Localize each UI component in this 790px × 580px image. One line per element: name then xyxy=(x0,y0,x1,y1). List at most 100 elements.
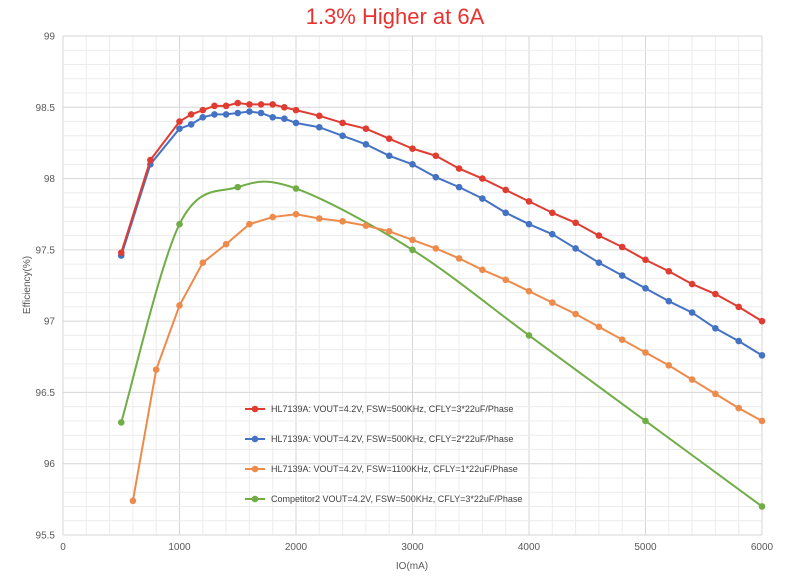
legend-item-2: HL7139A: VOUT=4.2V, FSW=500KHz, CFLY=2*2… xyxy=(245,434,513,444)
data-point xyxy=(222,102,230,110)
data-point xyxy=(572,245,579,252)
data-point xyxy=(409,145,416,152)
data-point xyxy=(362,125,370,132)
x-tick-label: 1000 xyxy=(168,542,191,553)
data-point xyxy=(176,220,183,228)
x-tick-label: 5000 xyxy=(634,542,657,553)
data-point xyxy=(281,103,288,111)
y-tick-label: 97 xyxy=(44,317,56,328)
data-point xyxy=(385,152,393,160)
data-point xyxy=(688,280,696,288)
data-point xyxy=(385,135,393,142)
data-point xyxy=(595,232,603,239)
legend-label: HL7139A: VOUT=4.2V, FSW=500KHz, CFLY=3*2… xyxy=(271,404,513,414)
data-point xyxy=(618,243,626,251)
data-point xyxy=(525,287,533,295)
data-point xyxy=(257,109,265,117)
legend: HL7139A: VOUT=4.2V, FSW=500KHz, CFLY=3*2… xyxy=(245,404,522,504)
data-point xyxy=(257,101,265,108)
data-point xyxy=(292,185,300,192)
x-tick-label: 2000 xyxy=(285,542,308,553)
data-point xyxy=(339,218,346,225)
data-point xyxy=(618,336,626,343)
x-tick-labels: 0 1000 2000 3000 4000 5000 6000 xyxy=(60,542,773,553)
data-point xyxy=(455,165,463,172)
data-point xyxy=(572,219,579,227)
series-line xyxy=(131,213,763,501)
grid xyxy=(62,35,763,536)
data-point xyxy=(409,236,416,244)
x-tick-label: 6000 xyxy=(751,542,774,553)
data-point xyxy=(339,132,346,140)
data-point xyxy=(758,352,766,359)
data-point xyxy=(735,337,742,345)
data-point xyxy=(187,121,195,128)
data-point xyxy=(234,99,242,107)
y-tick-label: 96.5 xyxy=(36,388,56,399)
series-line xyxy=(120,180,763,508)
data-point xyxy=(176,302,183,309)
data-point xyxy=(455,255,463,262)
data-point xyxy=(234,183,242,191)
data-point xyxy=(432,152,440,160)
data-point xyxy=(758,417,766,425)
data-point xyxy=(432,173,440,181)
data-point xyxy=(735,404,742,412)
data-point xyxy=(549,230,556,238)
legend-item-3: HL7139A: VOUT=4.2V, FSW=1100KHz, CFLY=1*… xyxy=(245,464,518,474)
data-point xyxy=(525,332,533,339)
data-point xyxy=(176,125,183,132)
data-point xyxy=(688,376,696,383)
data-point xyxy=(595,323,603,331)
data-point xyxy=(292,210,300,218)
legend-swatch-marker xyxy=(251,405,259,413)
x-tick-label: 0 xyxy=(60,542,66,553)
x-tick-label: 4000 xyxy=(518,542,541,553)
data-point xyxy=(479,195,486,202)
series-line xyxy=(120,110,763,357)
data-point xyxy=(292,106,300,114)
y-tick-label: 96 xyxy=(44,459,56,470)
data-point xyxy=(409,161,416,168)
data-point xyxy=(735,303,742,311)
data-point xyxy=(269,213,277,221)
data-point xyxy=(549,299,556,306)
data-point xyxy=(642,349,649,356)
data-point xyxy=(199,106,207,114)
data-point xyxy=(409,246,416,254)
data-point xyxy=(152,366,160,373)
data-point xyxy=(385,228,393,235)
data-point xyxy=(572,310,579,318)
data-point xyxy=(618,272,626,279)
data-point xyxy=(117,249,125,257)
legend-item-1: HL7139A: VOUT=4.2V, FSW=500KHz, CFLY=3*2… xyxy=(245,404,513,414)
legend-label: Competitor2 VOUT=4.2V, FSW=500KHz, CFLY=… xyxy=(271,494,522,504)
data-point xyxy=(758,503,766,510)
data-point xyxy=(147,156,154,164)
data-point xyxy=(712,324,719,332)
data-point xyxy=(455,183,463,191)
data-point xyxy=(339,119,346,127)
data-point xyxy=(712,290,719,298)
data-point xyxy=(362,222,370,229)
legend-item-4: Competitor2 VOUT=4.2V, FSW=500KHz, CFLY=… xyxy=(245,494,522,504)
data-point xyxy=(269,113,277,121)
chart-title: 1.3% Higher at 6A xyxy=(305,4,485,29)
y-axis-label: Efficiency(%) xyxy=(22,256,33,314)
data-point xyxy=(176,118,183,125)
legend-label: HL7139A: VOUT=4.2V, FSW=500KHz, CFLY=2*2… xyxy=(271,434,513,444)
y-tick-label: 98 xyxy=(44,174,56,185)
data-point xyxy=(199,113,207,121)
y-tick-label: 98.5 xyxy=(36,103,56,114)
data-point xyxy=(549,209,556,217)
series-layer xyxy=(117,99,766,510)
series-4 xyxy=(117,180,766,510)
series-1 xyxy=(117,99,766,325)
legend-swatch-marker xyxy=(251,495,259,503)
data-point xyxy=(642,285,649,292)
data-point xyxy=(316,123,323,131)
y-tick-labels: 95.5 96 96.5 97 97.5 98 98.5 99 xyxy=(36,32,56,542)
data-point xyxy=(187,111,195,118)
legend-label: HL7139A: VOUT=4.2V, FSW=1100KHz, CFLY=1*… xyxy=(271,464,518,474)
